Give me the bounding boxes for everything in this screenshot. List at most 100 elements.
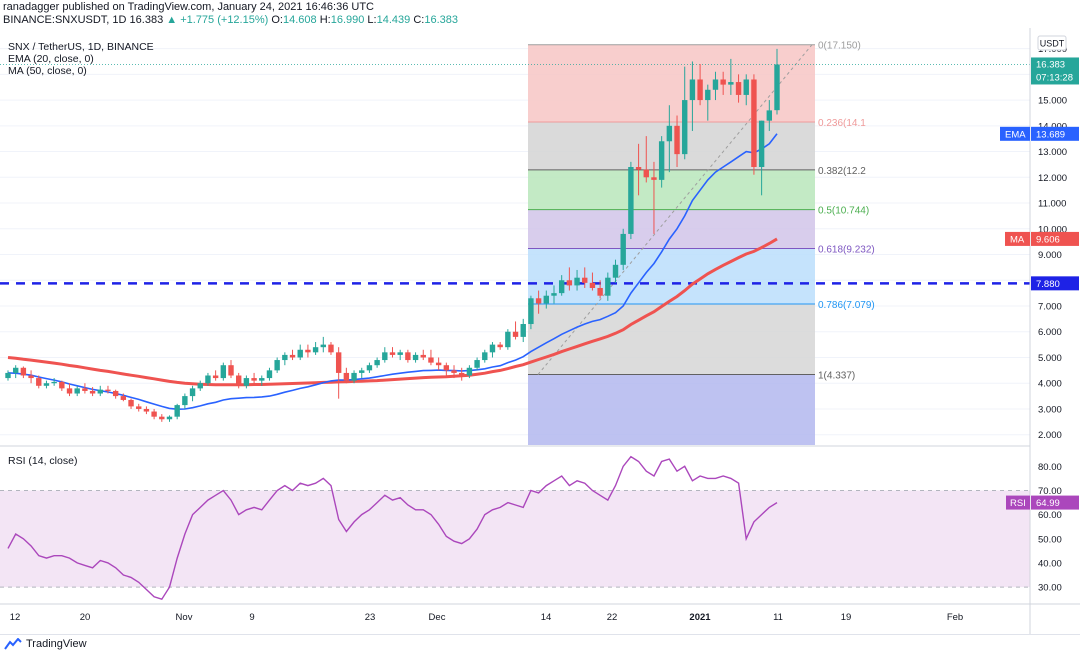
candle-body xyxy=(528,298,534,325)
candle-body xyxy=(505,331,511,348)
date-tick-label: Feb xyxy=(947,612,963,623)
rsi-tick-label: 40.00 xyxy=(1038,558,1062,569)
date-tick-label: 2021 xyxy=(689,612,711,623)
candle-body xyxy=(520,324,526,337)
rsi-legend: RSI (14, close) xyxy=(8,455,77,467)
price-tick-label: 11.000 xyxy=(1038,199,1066,210)
candle-body xyxy=(689,79,696,101)
candle-body xyxy=(236,375,242,386)
price-chart[interactable]: 0(17.150) 0.236(14.1 0.382(12.2 0.5(10.744)… xyxy=(0,28,1080,634)
last-price-tag xyxy=(1031,57,1079,85)
ohlc-low: 14.439 xyxy=(376,14,411,26)
fib-level-label: 0.5(10.744) xyxy=(818,206,869,217)
price-tick-label: 4.000 xyxy=(1038,379,1062,390)
price-tick-label: 6.000 xyxy=(1038,327,1062,338)
candle-body xyxy=(351,372,357,381)
candle-body xyxy=(774,64,780,111)
candle-body xyxy=(658,141,665,180)
price-tick-label: 2.000 xyxy=(1038,430,1062,441)
candle-body xyxy=(28,375,34,379)
currency-label: USDT xyxy=(1040,39,1065,49)
price-tick-label: 7.000 xyxy=(1038,302,1062,313)
candle-body xyxy=(697,79,703,101)
price-tick-label: 3.000 xyxy=(1038,404,1062,415)
legend-rsi: RSI (14, close) xyxy=(8,455,78,467)
date-tick-label: Dec xyxy=(429,612,446,623)
candle-body xyxy=(597,287,603,296)
candle-body xyxy=(12,367,19,373)
candle-body xyxy=(512,331,519,337)
support-level-label: 7.880 xyxy=(1036,279,1060,290)
rsi-name-tag xyxy=(1006,495,1030,510)
ohlc-h-label: H: xyxy=(319,14,331,26)
ma-value-label: 9.606 xyxy=(1036,234,1060,245)
fib-level-label: 1(4.337) xyxy=(818,371,855,382)
candle-body xyxy=(674,125,680,155)
candle-body xyxy=(382,352,388,361)
candle-body xyxy=(259,378,265,381)
rsi-value-tag xyxy=(1031,495,1079,510)
candle-body xyxy=(574,277,580,286)
tradingview-logo[interactable]: TradingView xyxy=(4,638,87,650)
candle-body xyxy=(420,354,426,358)
candle-body xyxy=(582,277,588,283)
ohlc-l-label: L: xyxy=(367,14,377,26)
ema-value-tag xyxy=(1031,126,1079,141)
candle-body xyxy=(428,357,434,363)
rsi-tick-label: 60.00 xyxy=(1038,510,1062,521)
legend-ema: EMA (20, close, 0) xyxy=(8,53,94,65)
ohlc-close: 16.383 xyxy=(424,14,458,26)
candle-body xyxy=(397,352,403,355)
ma-name-tag xyxy=(1005,231,1030,246)
candle-body xyxy=(635,167,642,170)
price-tick-label: 9.000 xyxy=(1038,250,1062,261)
support-level-tag xyxy=(1031,276,1079,291)
candle-body xyxy=(459,372,465,376)
price-tick-label: 13.000 xyxy=(1038,147,1067,158)
brand-name: TradingView xyxy=(26,638,87,650)
rsi-tick-label: 30.00 xyxy=(1038,583,1062,594)
rsi-name-label: RSI xyxy=(1010,498,1026,509)
publish-info: ranadagger published on TradingView.com,… xyxy=(3,1,374,13)
candle-body xyxy=(289,354,296,358)
footer: TradingView xyxy=(0,634,1080,654)
price-tick-label: 15.000 xyxy=(1038,96,1067,107)
candle-body xyxy=(335,352,342,373)
fib-level-label: 0.618(9.232) xyxy=(818,245,875,256)
candle-body xyxy=(482,352,488,361)
candle-body xyxy=(712,79,719,90)
price-tick-label: 12.000 xyxy=(1038,173,1067,184)
candle-body xyxy=(443,365,450,371)
candle-body xyxy=(159,416,165,420)
candle-body xyxy=(766,110,773,121)
rsi-line xyxy=(7,455,778,601)
fib-zone xyxy=(528,303,815,375)
candle-body xyxy=(705,89,711,101)
price-tick-label: 10.000 xyxy=(1038,224,1067,235)
candle-body xyxy=(589,282,596,288)
candle-body xyxy=(566,280,573,286)
date-tick-label: 19 xyxy=(841,612,852,623)
ohlc-open: 14.608 xyxy=(282,14,317,26)
rsi-tick-label: 80.00 xyxy=(1038,462,1062,473)
ema-name-label: EMA xyxy=(1005,129,1026,140)
candle-body xyxy=(136,406,142,409)
candle-body xyxy=(305,349,311,353)
candle-body xyxy=(97,389,103,394)
candle-body xyxy=(174,405,180,417)
candle-body xyxy=(105,389,111,391)
symbol-name: BINANCE:SNXUSDT, 1D xyxy=(3,14,127,26)
candle-body xyxy=(320,344,326,348)
candle-body xyxy=(543,295,549,304)
tradingview-icon xyxy=(4,638,22,650)
rsi-band xyxy=(0,490,1030,588)
ema-20-line xyxy=(7,133,778,411)
date-tick-label: 23 xyxy=(365,612,376,623)
candle-body xyxy=(643,169,649,178)
date-tick-label: Nov xyxy=(176,612,193,623)
date-tick-label: 22 xyxy=(607,612,618,623)
candle-body xyxy=(120,396,127,400)
countdown-label: 07:13:28 xyxy=(1036,72,1073,83)
ma-value-tag xyxy=(1031,231,1079,246)
candle-body xyxy=(651,177,657,180)
